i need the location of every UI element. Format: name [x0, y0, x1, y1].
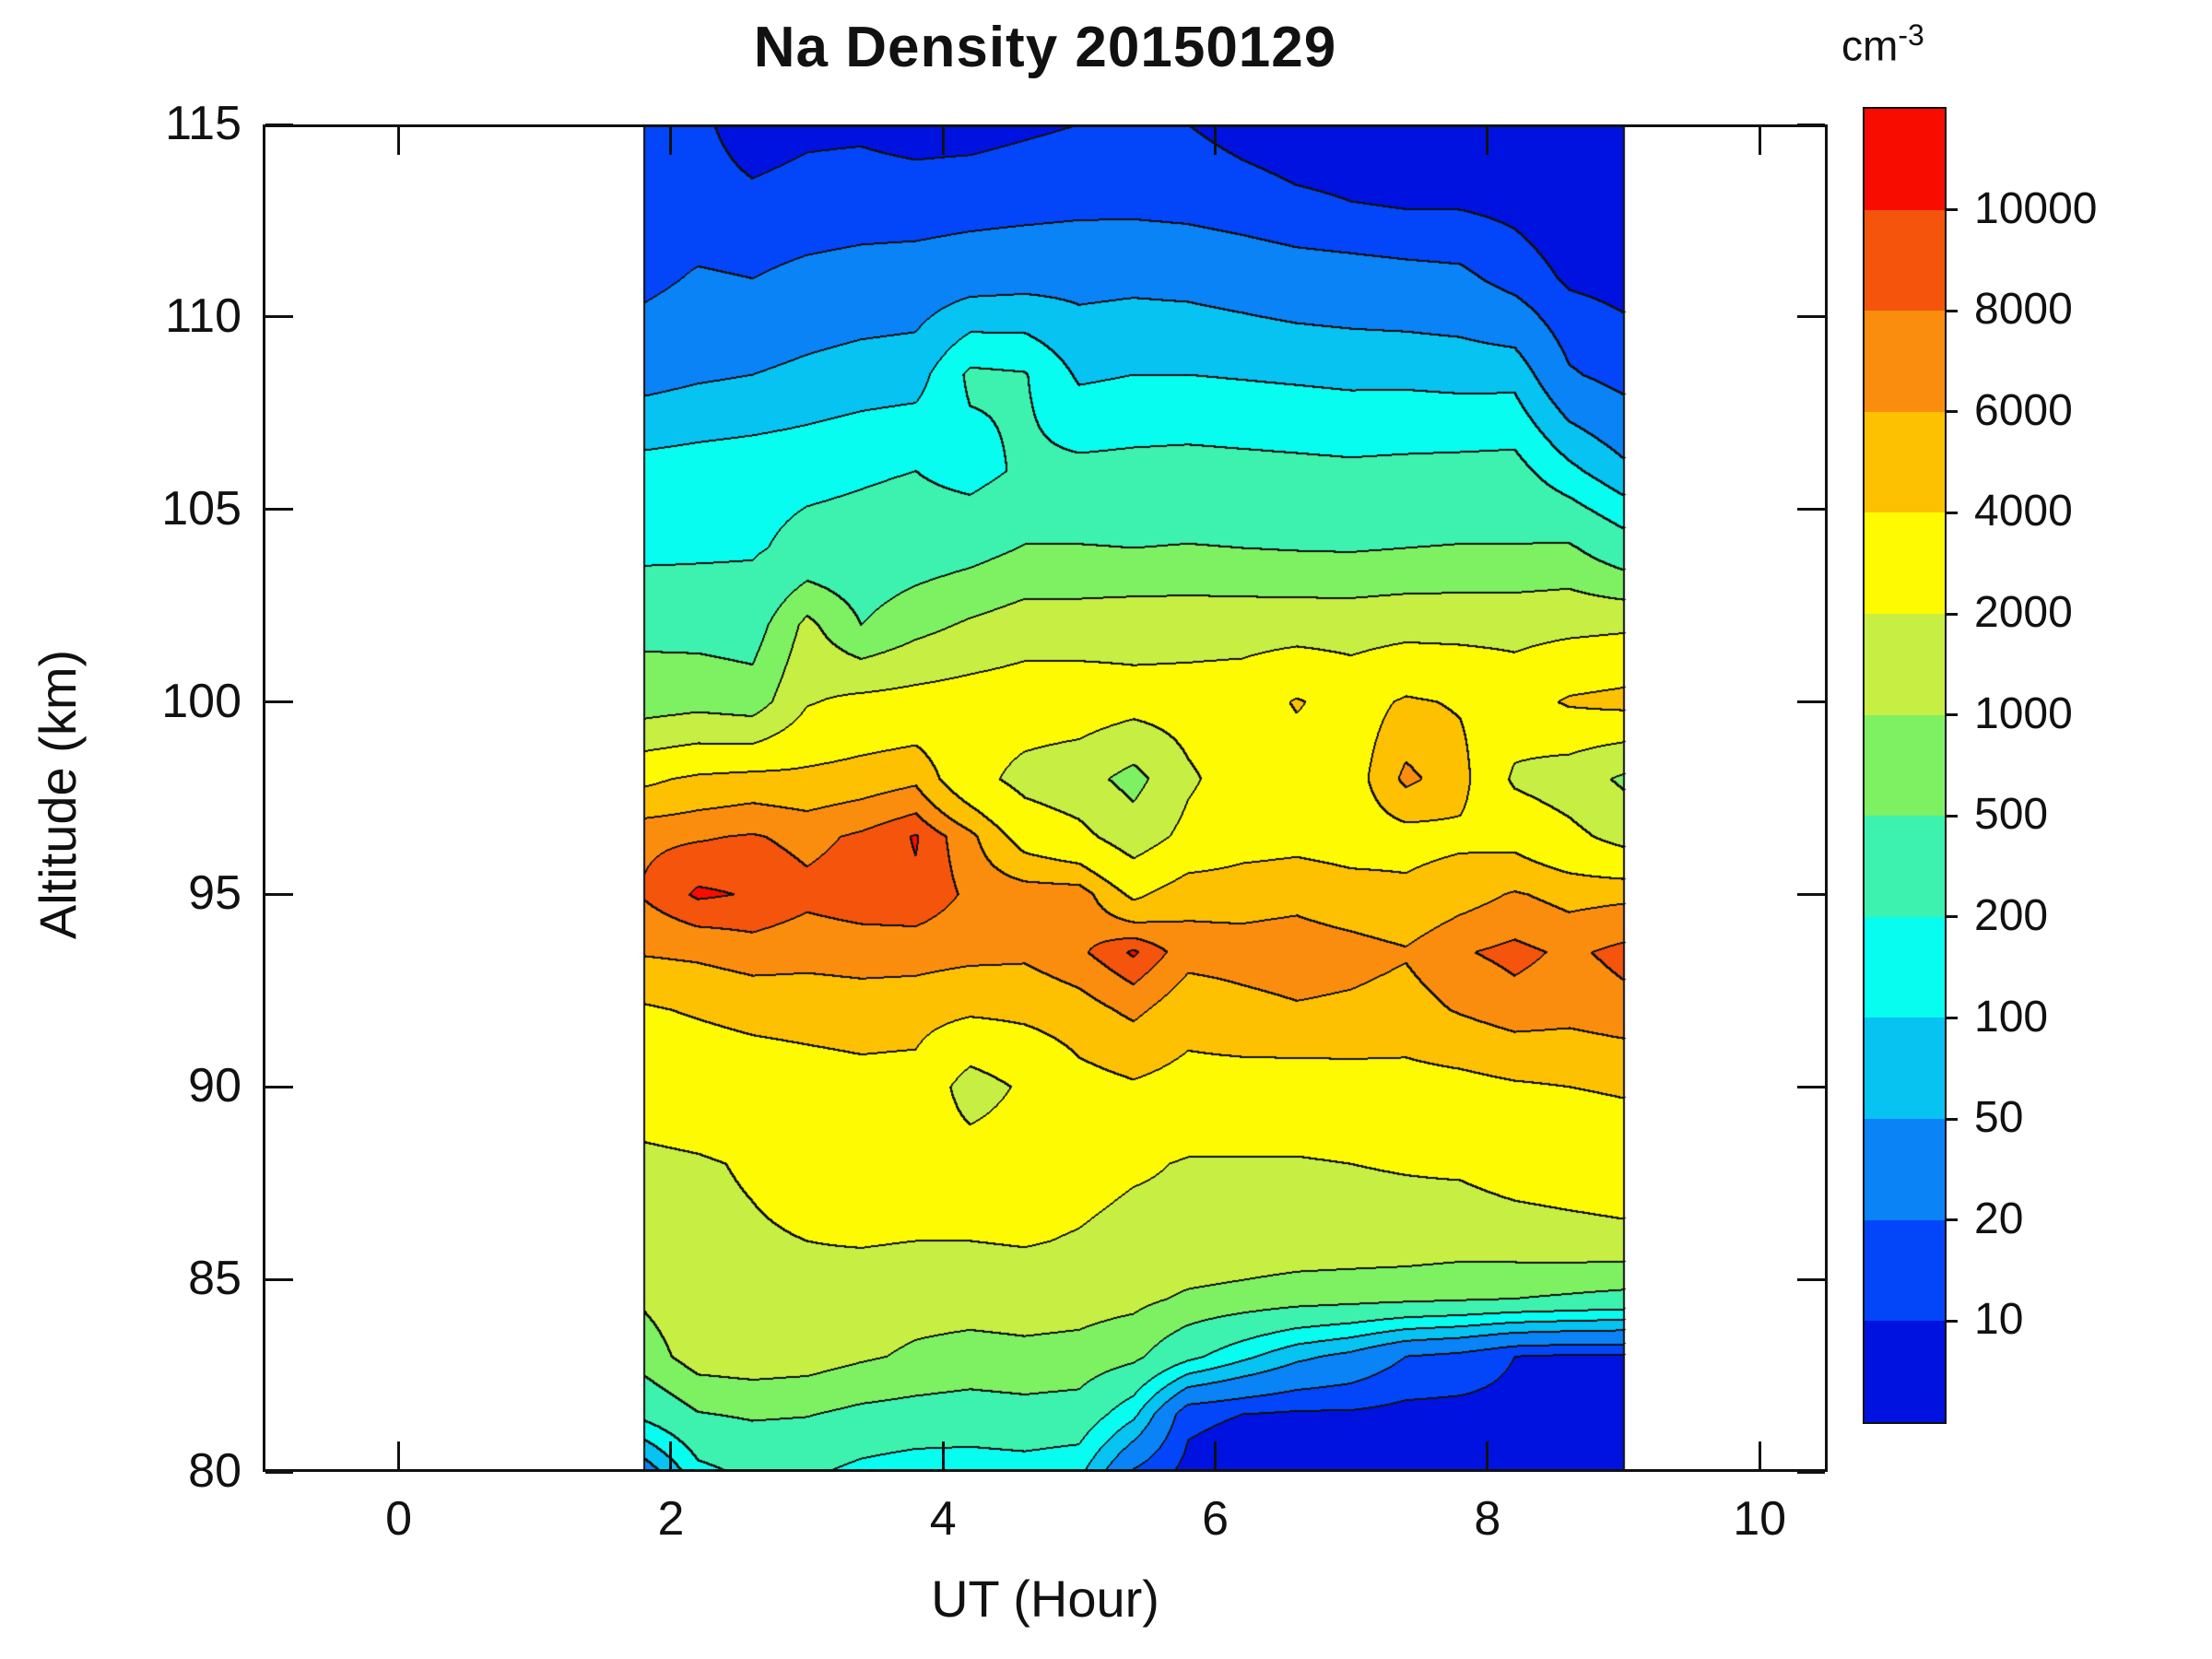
- x-tick-top: [1758, 127, 1761, 155]
- y-tick-right: [1797, 508, 1825, 512]
- colorbar-unit-label: cm-3: [1841, 18, 1924, 70]
- colorbar-unit-base: cm: [1841, 21, 1899, 70]
- y-tick-label: 105: [161, 481, 241, 535]
- colorbar-tick-label: 8000: [1974, 285, 2073, 335]
- y-tick-label: 90: [188, 1059, 241, 1113]
- chart-title: Na Density 20150129: [753, 16, 1337, 79]
- y-tick-label: 100: [161, 674, 241, 728]
- x-tick-label: 4: [929, 1492, 957, 1546]
- y-tick-right: [1797, 1277, 1825, 1281]
- y-tick: [265, 1085, 293, 1088]
- y-tick: [265, 123, 293, 126]
- colorbar-tick-label: 2000: [1974, 588, 2073, 638]
- colorbar-segment: [1865, 916, 1945, 1018]
- colorbar-segment: [1865, 512, 1945, 615]
- x-tick-label: 2: [657, 1492, 685, 1546]
- colorbar-segment: [1865, 109, 1945, 210]
- x-tick: [397, 1441, 401, 1469]
- x-tick: [941, 1441, 945, 1469]
- y-tick-right: [1797, 1470, 1825, 1474]
- colorbar-tick: [1945, 511, 1958, 514]
- colorbar-tick: [1945, 1017, 1958, 1020]
- y-tick-label: 95: [188, 866, 241, 921]
- y-tick: [265, 315, 293, 319]
- colorbar-segment: [1865, 311, 1945, 412]
- y-tick-right: [1797, 123, 1825, 126]
- y-tick-right: [1797, 700, 1825, 704]
- colorbar-tick: [1945, 410, 1958, 414]
- plot-frame: [263, 124, 1828, 1472]
- colorbar-tick: [1945, 309, 1958, 312]
- colorbar-tick: [1945, 814, 1958, 818]
- colorbar-tick: [1945, 915, 1958, 919]
- colorbar-segment: [1865, 816, 1945, 917]
- x-axis-label: UT (Hour): [931, 1570, 1159, 1628]
- colorbar-unit-exponent: -3: [1898, 18, 1924, 52]
- colorbar-tick: [1945, 1319, 1958, 1323]
- x-tick-label: 10: [1733, 1492, 1787, 1546]
- colorbar-tick-label: 1000: [1974, 688, 2073, 738]
- colorbar-segment: [1865, 411, 1945, 513]
- colorbar-segment: [1865, 1119, 1945, 1220]
- colorbar-tick: [1945, 713, 1958, 717]
- x-tick-top: [941, 127, 945, 155]
- colorbar-segment: [1865, 714, 1945, 817]
- y-tick: [265, 508, 293, 512]
- y-tick: [265, 892, 293, 896]
- x-tick-top: [1486, 127, 1489, 155]
- y-tick-label: 85: [188, 1252, 241, 1306]
- colorbar-tick-label: 20: [1974, 1194, 2024, 1243]
- x-tick-label: 8: [1474, 1492, 1501, 1546]
- colorbar-segment: [1865, 1018, 1945, 1120]
- x-tick: [1758, 1441, 1761, 1469]
- x-tick: [1486, 1441, 1489, 1469]
- colorbar-tick-label: 10000: [1974, 183, 2098, 233]
- colorbar-tick-label: 10: [1974, 1295, 2024, 1345]
- x-tick: [1214, 1441, 1218, 1469]
- y-tick: [265, 1470, 293, 1474]
- colorbar-tick: [1945, 208, 1958, 212]
- colorbar-segment: [1865, 614, 1945, 715]
- y-tick-right: [1797, 892, 1825, 896]
- y-tick: [265, 700, 293, 704]
- x-tick-label: 0: [385, 1492, 413, 1546]
- x-tick-top: [669, 127, 673, 155]
- colorbar-tick-label: 100: [1974, 992, 2049, 1041]
- y-axis-label: Altitude (km): [29, 649, 87, 940]
- y-tick-label: 115: [165, 97, 241, 150]
- x-tick-label: 6: [1202, 1492, 1230, 1546]
- colorbar-tick: [1945, 1218, 1958, 1222]
- contour-canvas: [263, 124, 1828, 1472]
- colorbar-tick-label: 4000: [1974, 487, 2073, 536]
- y-tick: [265, 1277, 293, 1281]
- colorbar-tick-label: 50: [1974, 1093, 2024, 1143]
- x-tick: [669, 1441, 673, 1469]
- colorbar-tick: [1945, 1117, 1958, 1121]
- colorbar-segment: [1865, 1321, 1945, 1422]
- y-tick-right: [1797, 315, 1825, 319]
- colorbar-tick-label: 200: [1974, 890, 2049, 940]
- colorbar-tick-label: 6000: [1974, 385, 2073, 435]
- colorbar-tick-label: 500: [1974, 790, 2049, 840]
- x-tick-top: [1214, 127, 1218, 155]
- x-tick-top: [397, 127, 401, 155]
- colorbar-segment: [1865, 209, 1945, 312]
- y-tick-label: 110: [165, 288, 241, 343]
- colorbar-tick: [1945, 612, 1958, 616]
- colorbar: [1863, 107, 1947, 1424]
- colorbar-segment: [1865, 1219, 1945, 1322]
- y-tick-right: [1797, 1085, 1825, 1088]
- y-tick-label: 80: [188, 1444, 241, 1498]
